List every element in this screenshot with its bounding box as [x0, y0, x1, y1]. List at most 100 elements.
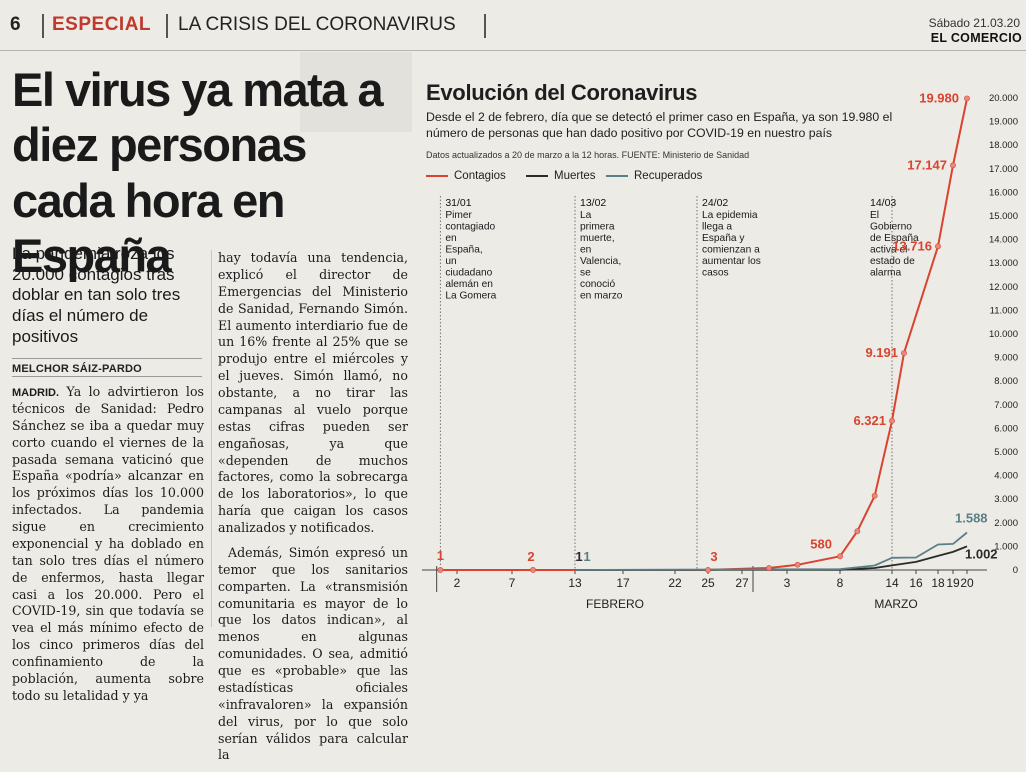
newspaper-name: EL COMERCIO	[930, 31, 1022, 45]
data-point	[437, 567, 444, 573]
chart-subtitle: Desde el 2 de febrero, día que se detect…	[426, 110, 893, 140]
value-label: 1.002	[965, 546, 998, 561]
y-tick-label: 4.000	[994, 471, 1018, 482]
x-tick-label: 27	[735, 576, 749, 590]
data-point	[705, 567, 711, 573]
section-label: ESPECIAL	[52, 14, 152, 35]
x-tick-label: 22	[668, 576, 682, 590]
annotation-text: Gobierno	[870, 222, 912, 233]
legend-swatch	[526, 174, 548, 177]
data-point	[837, 553, 843, 560]
data-point	[935, 243, 941, 250]
series-line-contagios	[440, 98, 968, 571]
background-photo	[300, 52, 412, 132]
y-tick-label: 2.000	[994, 518, 1018, 529]
data-point	[766, 565, 772, 571]
y-tick-label: 8.000	[994, 376, 1018, 387]
x-tick-label: 2	[454, 576, 461, 590]
value-label: 3	[710, 549, 717, 564]
annotation-text: estado de	[870, 256, 915, 267]
coronavirus-chart: 0 1.000 2.000 3.000 4.000 5.000 6.000 7.000 8.00…	[412, 66, 1026, 627]
y-tick-label: 15.000	[989, 211, 1018, 222]
y-tick-label: 14.000	[989, 235, 1018, 246]
data-point	[530, 567, 536, 573]
annotation-text: primera	[580, 222, 615, 233]
x-tick-label: 18	[931, 576, 945, 590]
annotation-text: en	[445, 233, 456, 244]
value-label: 9.191	[865, 345, 898, 360]
legend-swatch	[606, 174, 628, 177]
y-tick-label: 13.000	[989, 258, 1018, 269]
annotation-text: España y	[702, 233, 745, 244]
value-label: 580	[810, 536, 832, 551]
data-point	[871, 492, 878, 499]
annotation-text: España,	[445, 245, 482, 256]
y-tick-label: 16.000	[989, 187, 1018, 198]
value-label: 1	[583, 549, 590, 564]
byline-rule	[12, 376, 202, 377]
value-label: 17.147	[907, 157, 947, 172]
article-column-1: MADRID. Ya lo advirtieron los técnicos d…	[12, 384, 204, 705]
column-divider	[211, 250, 212, 627]
month-label: FEBRERO	[586, 597, 644, 611]
data-point	[889, 417, 895, 424]
annotation-text: en marzo	[580, 291, 623, 302]
annotation-text: comienzan a	[702, 245, 760, 256]
annotation-date: 24/02	[702, 197, 728, 209]
annotation-text: contagiado	[445, 222, 495, 233]
annotation-text: La Gomera	[445, 291, 496, 302]
value-label: 1.588	[955, 511, 988, 526]
annotation-text: Pimer	[445, 210, 472, 221]
annotation-text: ciudadano	[445, 268, 492, 279]
page-header: 6 ESPECIAL LA CRISIS DEL CORONAVIRUS Sáb…	[0, 0, 1026, 50]
data-point	[950, 162, 956, 169]
annotation-text: casos	[702, 268, 729, 279]
legend-label: Contagios	[454, 170, 506, 182]
y-tick-label: 19.000	[989, 117, 1018, 128]
annotation-text: La	[580, 210, 592, 221]
x-tick-label: 3	[784, 576, 791, 590]
annotation-text: de España	[870, 233, 919, 244]
annotation-date: 31/01	[445, 197, 471, 209]
x-tick-label: 14	[885, 576, 899, 590]
y-tick-label: 17.000	[989, 164, 1018, 175]
annotation-text: alarma	[870, 268, 901, 279]
annotation-text: Valencia,	[580, 256, 621, 267]
legend-label: Muertes	[554, 170, 596, 182]
series-line-recuperados	[574, 531, 968, 571]
x-tick-label: 17	[616, 576, 630, 590]
annotation-text: El	[870, 210, 879, 221]
data-point	[854, 528, 861, 535]
annotation-text: La epidemia	[702, 210, 758, 221]
paragraph: Además, Simón expresó un temor que los s…	[218, 544, 408, 763]
chart-source: Datos actualizados a 20 de marzo a la 12…	[426, 150, 750, 160]
data-point	[964, 95, 970, 102]
data-point	[901, 350, 907, 356]
value-label: 19.980	[919, 90, 959, 105]
value-label: 2	[527, 549, 534, 564]
article-headline: El virus ya mata a diez personas cada ho…	[12, 63, 384, 283]
y-tick-label: 9.000	[994, 353, 1018, 364]
annotation-text: un	[445, 256, 456, 267]
annotation-date: 13/02	[580, 197, 606, 209]
y-tick-label: 0	[1013, 565, 1018, 576]
legend-swatch	[426, 174, 448, 177]
series-line-muertes	[574, 545, 968, 571]
y-tick-label: 5.000	[994, 447, 1018, 458]
y-tick-label: 7.000	[994, 400, 1018, 411]
article-deck: La pandemia roza los 20.000 contagios tr…	[12, 244, 181, 346]
y-tick-label: 12.000	[989, 282, 1018, 293]
value-label: 1	[575, 549, 582, 564]
legend-item-muertes: Muertes	[526, 170, 596, 182]
x-tick-label: 20	[960, 576, 974, 590]
annotation-text: activa el	[870, 245, 907, 256]
data-point	[794, 561, 801, 568]
chart-canvas: 0 1.000 2.000 3.000 4.000 5.000 6.000 7.000 8.00…	[422, 90, 1018, 611]
y-tick-label: 10.000	[989, 329, 1018, 340]
y-tick-label: 18.000	[989, 140, 1018, 151]
paragraph: hay todavía una tendencia, explicó el di…	[218, 250, 408, 535]
y-tick-label: 11.000	[990, 305, 1018, 316]
x-tick-label: 25	[701, 576, 715, 590]
x-tick-label: 8	[837, 576, 844, 590]
annotation-date: 14/03	[870, 197, 896, 209]
